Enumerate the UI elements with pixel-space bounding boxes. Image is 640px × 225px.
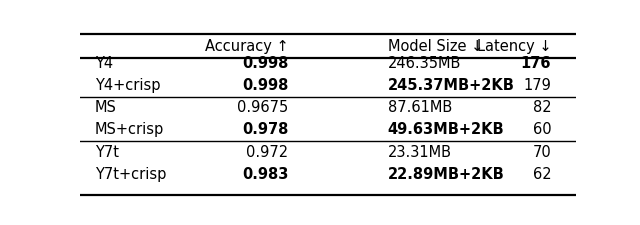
Text: 70: 70: [532, 145, 551, 160]
Text: 0.998: 0.998: [242, 56, 288, 71]
Text: 0.983: 0.983: [242, 167, 288, 182]
Text: 82: 82: [532, 100, 551, 115]
Text: MS+crisp: MS+crisp: [95, 122, 164, 137]
Text: Latency ↓: Latency ↓: [477, 38, 551, 54]
Text: 23.31MB: 23.31MB: [388, 145, 452, 160]
Text: 246.35MB: 246.35MB: [388, 56, 461, 71]
Text: 176: 176: [521, 56, 551, 71]
Text: Y7t: Y7t: [95, 145, 119, 160]
Text: Model Size ↓: Model Size ↓: [388, 38, 483, 54]
Text: 62: 62: [532, 167, 551, 182]
Text: Y7t+crisp: Y7t+crisp: [95, 167, 166, 182]
Text: Accuracy ↑: Accuracy ↑: [205, 38, 288, 54]
Text: 0.978: 0.978: [242, 122, 288, 137]
Text: 49.63MB+2KB: 49.63MB+2KB: [388, 122, 504, 137]
Text: 0.9675: 0.9675: [237, 100, 288, 115]
Text: 22.89MB+2KB: 22.89MB+2KB: [388, 167, 504, 182]
Text: 245.37MB+2KB: 245.37MB+2KB: [388, 78, 515, 93]
Text: 60: 60: [532, 122, 551, 137]
Text: MS: MS: [95, 100, 116, 115]
Text: 179: 179: [524, 78, 551, 93]
Text: 0.972: 0.972: [246, 145, 288, 160]
Text: 87.61MB: 87.61MB: [388, 100, 452, 115]
Text: 0.998: 0.998: [242, 78, 288, 93]
Text: Y4+crisp: Y4+crisp: [95, 78, 161, 93]
Text: Y4: Y4: [95, 56, 113, 71]
